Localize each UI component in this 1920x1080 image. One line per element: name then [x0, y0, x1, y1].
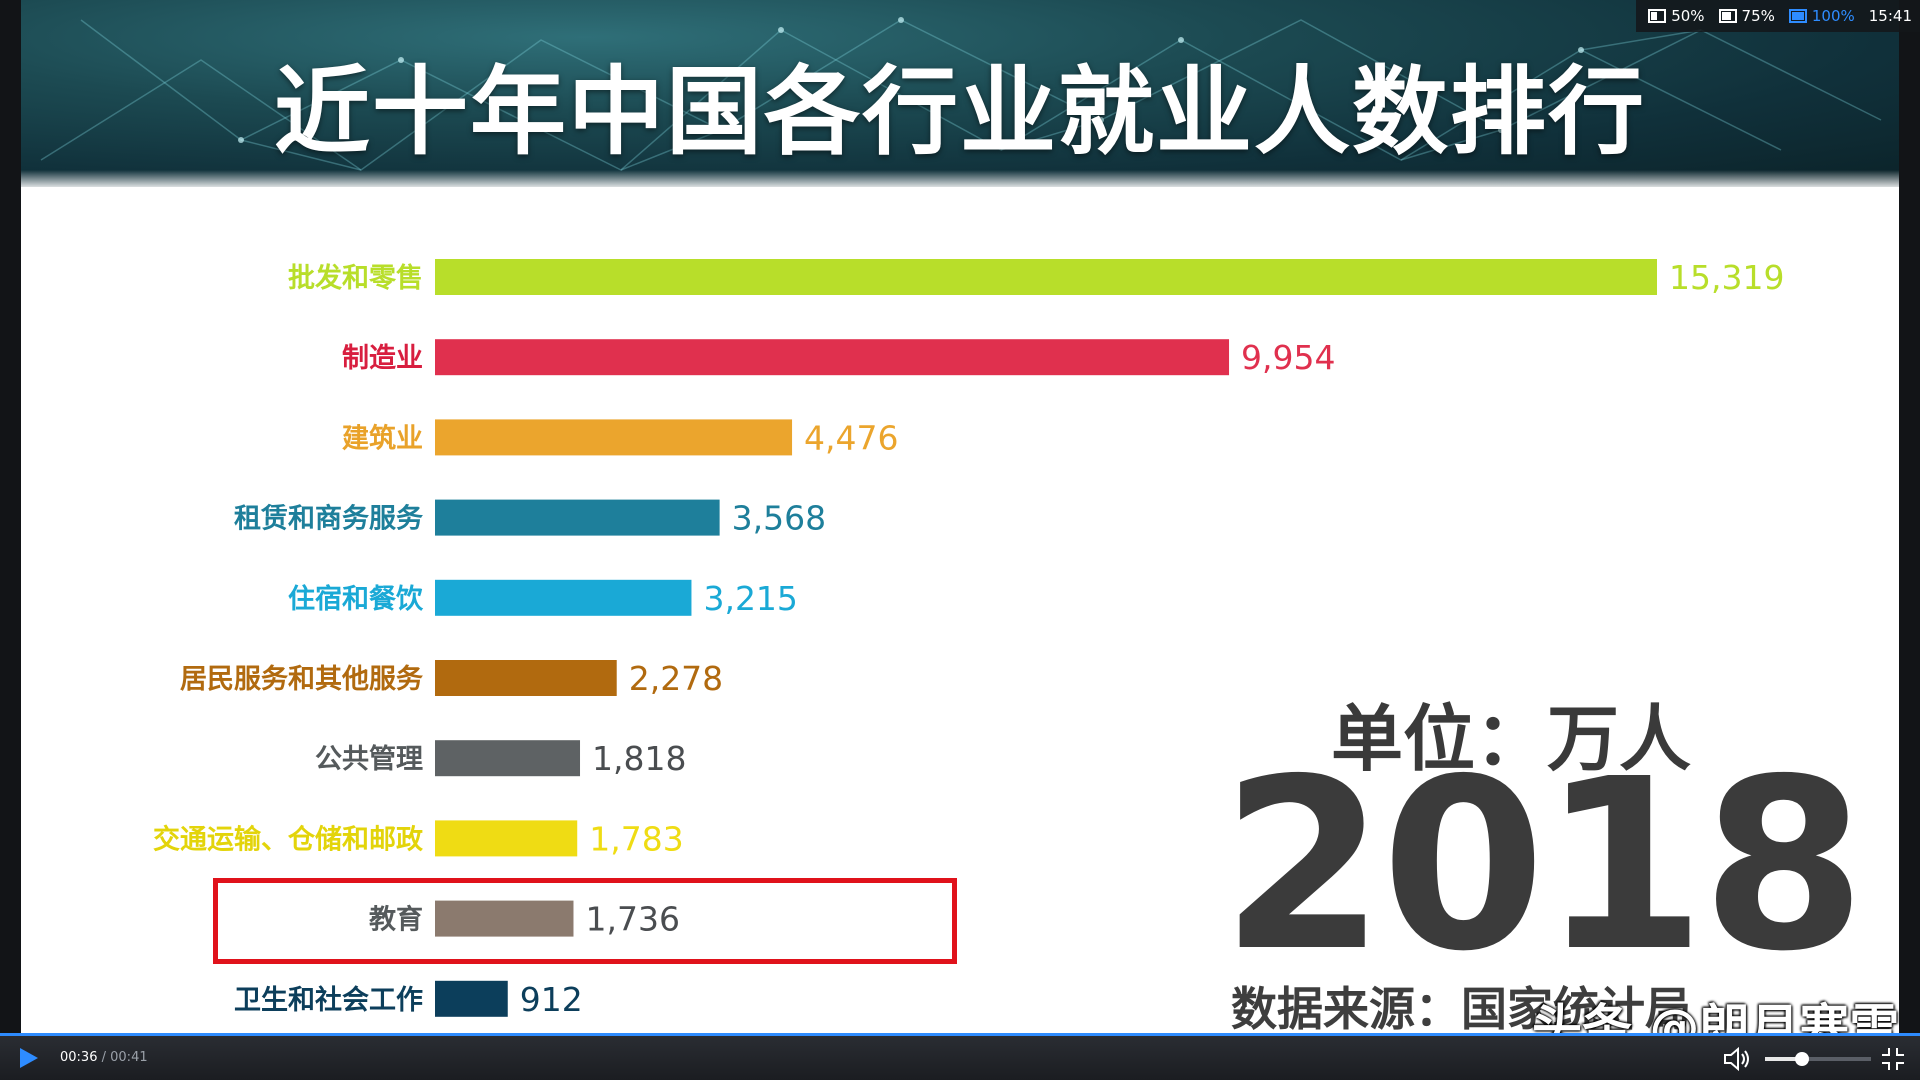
screen-75-option[interactable]: 75% — [1718, 7, 1775, 25]
volume-knob[interactable] — [1795, 1052, 1810, 1066]
screen-100-option[interactable]: 100% — [1788, 7, 1855, 25]
chart-title: 近十年中国各行业就业人数排行 — [274, 56, 1646, 168]
value-label-4: 3,568 — [732, 499, 826, 538]
value-label-2: 9,954 — [1241, 338, 1335, 377]
value-label-6: 2,278 — [629, 659, 723, 698]
screen-50-option[interactable]: 50% — [1648, 7, 1705, 25]
category-label-10: 卫生和社会工作 — [234, 984, 423, 1016]
screen-50-label: 50% — [1671, 7, 1705, 25]
bar-5 — [435, 579, 692, 616]
bar-10 — [435, 980, 508, 1017]
header-fade — [21, 170, 1899, 187]
value-label-1: 15,319 — [1669, 258, 1784, 297]
value-label-8: 1,783 — [589, 819, 683, 858]
value-label-10: 912 — [520, 980, 583, 1019]
time-display: 00:36 / 00:41 — [60, 1050, 148, 1065]
video-frame[interactable]: 近十年中国各行业就业人数排行 批发和零售 15,319 制造业 9,954 建筑业 4,4… — [21, 0, 1899, 1033]
player-controls: 00:36 / 00:41 — [0, 1033, 1920, 1080]
source-label: 数据来源：国家统计局 — [1231, 982, 1691, 1033]
category-label-1: 批发和零售 — [288, 262, 423, 294]
value-label-5: 3,215 — [703, 579, 797, 618]
screen-100-label: 100% — [1811, 7, 1855, 25]
value-label-3: 4,476 — [804, 418, 898, 457]
exit-fullscreen-icon[interactable] — [1880, 1046, 1906, 1072]
bar-2 — [435, 339, 1230, 376]
bar-1 — [435, 259, 1657, 295]
volume-icon[interactable] — [1722, 1046, 1752, 1072]
unit-label: 单位：万人 — [1331, 697, 1692, 781]
category-label-7: 公共管理 — [315, 744, 423, 775]
network-background — [40, 17, 1882, 171]
bar-4 — [435, 499, 720, 536]
volume-slider[interactable] — [1765, 1052, 1871, 1066]
bar-9 — [435, 900, 574, 937]
value-label-7: 1,818 — [592, 739, 686, 778]
current-time: 00:36 — [60, 1050, 98, 1065]
category-label-8: 交通运输、仓储和邮政 — [153, 823, 423, 855]
clock: 15:41 — [1868, 7, 1912, 25]
screen-75-label: 75% — [1741, 7, 1775, 25]
category-label-4: 租赁和商务服务 — [234, 504, 423, 535]
category-label-6: 居民服务和其他服务 — [180, 664, 423, 695]
screen-100-icon — [1788, 9, 1807, 23]
bar-chart: 批发和零售 15,319 制造业 9,954 建筑业 4,476 租赁和商务服务 3,568 住… — [153, 258, 1784, 1019]
title-banner: 近十年中国各行业就业人数排行 — [21, 0, 1899, 187]
time-separator: / — [101, 1050, 106, 1065]
category-label-5: 住宿和餐饮 — [288, 583, 424, 615]
screen-50-icon — [1648, 9, 1667, 23]
category-label-3: 建筑业 — [342, 422, 423, 454]
value-label-9: 1,736 — [585, 900, 679, 939]
bar-6 — [435, 660, 617, 696]
category-label-9: 教育 — [369, 904, 423, 936]
play-icon[interactable] — [18, 1046, 40, 1070]
category-label-2: 制造业 — [342, 343, 423, 374]
bar-3 — [435, 419, 793, 456]
bar-7 — [435, 740, 581, 777]
highlight-box — [213, 878, 957, 964]
duration: 00:41 — [110, 1050, 148, 1065]
year-label: 2018 — [1221, 728, 1866, 1003]
screen-75-icon — [1718, 9, 1737, 23]
volume-fill — [1765, 1057, 1803, 1061]
bar-8 — [435, 820, 578, 857]
status-bar: 50% 75% 100% 15:41 — [1636, 0, 1920, 32]
